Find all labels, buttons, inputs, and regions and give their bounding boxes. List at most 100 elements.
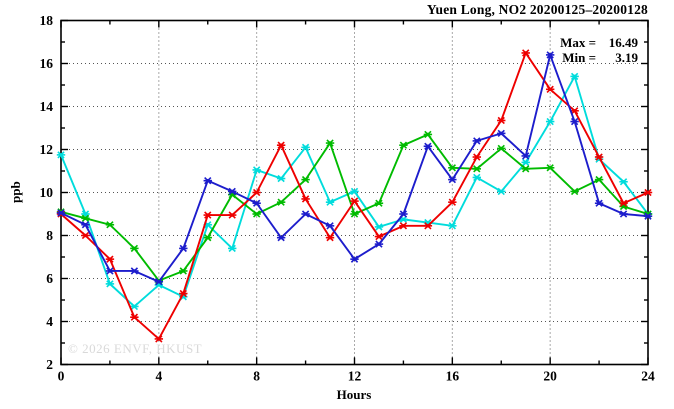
data-point-marker xyxy=(130,313,139,321)
data-point-marker xyxy=(594,153,604,161)
data-point-marker xyxy=(56,151,66,159)
data-point-marker xyxy=(350,210,359,218)
data-point-marker xyxy=(179,244,188,253)
max-value: 16.49 xyxy=(608,35,638,50)
data-point-marker xyxy=(643,188,653,197)
data-point-marker xyxy=(521,165,530,173)
data-point-marker xyxy=(228,187,237,196)
data-point-marker xyxy=(252,166,261,174)
svg-text:18: 18 xyxy=(40,13,54,28)
data-point-marker xyxy=(325,198,335,206)
svg-text:0: 0 xyxy=(58,369,65,384)
data-point-marker xyxy=(545,51,555,59)
data-point-marker xyxy=(154,278,164,286)
max-min-annotation: Max = 16.49 Min = 3.19 xyxy=(560,35,638,66)
svg-text:8: 8 xyxy=(46,228,53,243)
svg-text:16: 16 xyxy=(40,56,54,71)
data-point-marker xyxy=(521,158,530,167)
data-point-marker xyxy=(594,199,604,207)
data-point-marker xyxy=(179,267,188,275)
data-point-marker xyxy=(81,221,90,229)
data-point-marker xyxy=(276,198,286,206)
data-point-marker xyxy=(301,143,310,152)
data-point-marker xyxy=(276,141,286,149)
svg-text:16: 16 xyxy=(446,369,460,384)
data-point-marker xyxy=(81,214,90,222)
svg-text:12: 12 xyxy=(40,142,54,157)
data-point-marker xyxy=(130,244,139,253)
series-red xyxy=(56,49,653,343)
data-point-marker xyxy=(570,72,579,81)
data-point-marker xyxy=(423,130,433,139)
data-point-marker xyxy=(448,198,457,206)
data-point-marker xyxy=(228,211,237,219)
data-point-marker xyxy=(325,222,335,230)
min-annotation: Min = 3.19 xyxy=(560,49,638,66)
data-point-marker xyxy=(643,212,653,220)
data-point-marker xyxy=(399,141,408,149)
data-point-marker xyxy=(252,210,261,218)
chart-title: Yuen Long, NO2 20200125–20200128 xyxy=(426,2,648,17)
data-point-marker xyxy=(81,231,90,240)
data-point-marker xyxy=(497,144,506,153)
data-point-marker xyxy=(130,267,139,275)
min-label: Min = xyxy=(562,49,596,65)
data-point-marker xyxy=(374,232,384,241)
data-point-marker xyxy=(301,210,310,218)
data-point-marker xyxy=(497,116,506,125)
data-point-marker xyxy=(570,117,579,126)
data-point-marker xyxy=(203,211,212,219)
data-point-marker xyxy=(374,240,384,248)
data-point-marker xyxy=(252,188,261,197)
data-point-marker xyxy=(619,199,628,207)
data-point-marker xyxy=(301,175,310,184)
data-point-marker xyxy=(570,107,579,115)
axis-ticks xyxy=(60,19,649,366)
data-point-marker xyxy=(374,223,384,231)
svg-text:2: 2 xyxy=(46,357,53,372)
svg-text:4: 4 xyxy=(155,369,162,384)
data-point-marker xyxy=(105,255,115,263)
series-blue xyxy=(56,51,653,286)
data-point-marker xyxy=(350,197,359,205)
watermark: © 2026 ENVF, HKUST xyxy=(68,341,203,356)
data-point-marker xyxy=(521,49,530,57)
data-point-marker xyxy=(497,129,506,138)
x-axis-label: Hours xyxy=(336,387,372,402)
data-point-marker xyxy=(399,210,408,218)
data-point-marker xyxy=(472,173,481,182)
data-point-marker xyxy=(448,222,457,230)
data-point-marker xyxy=(594,175,604,184)
data-point-marker xyxy=(325,139,335,147)
max-annotation: Max = 16.49 xyxy=(560,35,638,51)
data-point-marker xyxy=(570,187,579,196)
data-point-marker xyxy=(374,199,384,207)
data-point-marker xyxy=(179,289,188,298)
data-point-marker xyxy=(228,244,237,253)
data-point-marker xyxy=(497,187,506,196)
data-point-marker xyxy=(276,174,286,183)
data-point-marker xyxy=(350,255,359,263)
data-point-marker xyxy=(105,221,115,229)
svg-text:10: 10 xyxy=(40,185,54,200)
data-point-marker xyxy=(545,85,555,93)
data-point-marker xyxy=(56,209,66,217)
svg-text:14: 14 xyxy=(40,99,54,114)
svg-text:6: 6 xyxy=(46,271,53,286)
data-point-marker xyxy=(276,233,286,242)
data-point-marker xyxy=(252,199,261,207)
series-cyan xyxy=(56,72,653,311)
data-point-marker xyxy=(105,280,115,288)
svg-text:12: 12 xyxy=(348,369,362,384)
data-point-marker xyxy=(545,164,555,172)
data-point-marker xyxy=(399,222,408,230)
data-point-marker xyxy=(203,177,212,185)
data-point-marker xyxy=(448,175,457,184)
min-value: 3.19 xyxy=(615,49,638,65)
data-point-marker xyxy=(203,233,212,242)
data-point-marker xyxy=(154,335,164,343)
data-point-marker xyxy=(448,164,457,172)
data-point-marker xyxy=(325,233,335,242)
data-point-marker xyxy=(130,302,139,311)
